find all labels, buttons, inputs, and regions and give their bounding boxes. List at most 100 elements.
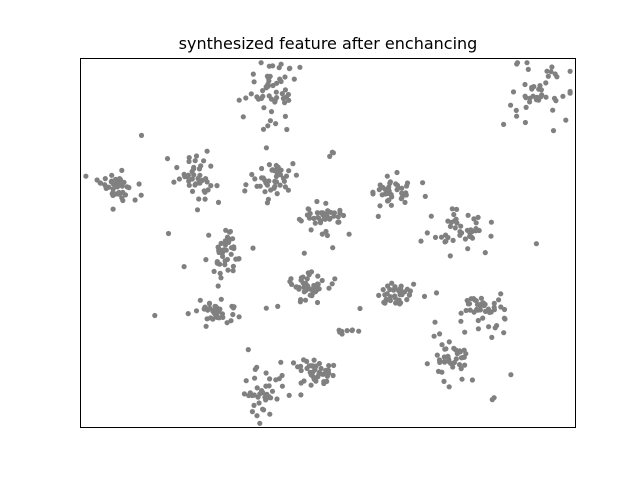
scatter-point bbox=[275, 303, 281, 309]
scatter-point bbox=[451, 359, 457, 366]
scatter-point bbox=[323, 200, 329, 206]
scatter-point bbox=[304, 365, 310, 371]
scatter-point bbox=[218, 275, 224, 281]
scatter-point bbox=[322, 216, 328, 222]
scatter-point bbox=[285, 187, 291, 193]
scatter-point bbox=[545, 73, 551, 79]
scatter-point bbox=[165, 230, 172, 237]
scatter-point bbox=[278, 61, 284, 67]
scatter-point bbox=[550, 128, 557, 134]
scatter-point bbox=[460, 354, 466, 361]
scatter-point bbox=[498, 291, 504, 297]
scatter-point bbox=[290, 161, 296, 167]
scatter-point bbox=[539, 92, 545, 98]
scatter-point bbox=[252, 366, 258, 372]
scatter-point bbox=[94, 177, 100, 183]
scatter-point bbox=[454, 206, 460, 212]
scatter-point bbox=[223, 247, 229, 253]
scatter-point bbox=[324, 232, 330, 239]
scatter-point bbox=[122, 192, 129, 198]
scatter-point bbox=[192, 182, 198, 188]
scatter-point bbox=[243, 182, 249, 188]
scatter-point bbox=[563, 117, 569, 123]
scatter-point bbox=[267, 118, 273, 124]
scatter-point bbox=[456, 362, 463, 368]
scatter-point bbox=[543, 94, 549, 100]
scatter-point bbox=[482, 301, 488, 307]
scatter-point bbox=[404, 286, 410, 292]
scatter-point bbox=[257, 183, 263, 189]
scatter-point bbox=[248, 91, 254, 97]
scatter-point bbox=[119, 167, 125, 173]
scatter-point bbox=[208, 183, 214, 189]
scatter-point bbox=[132, 197, 138, 203]
scatter-point bbox=[452, 225, 458, 231]
scatter-point bbox=[191, 164, 197, 170]
scatter-point bbox=[549, 64, 555, 70]
scatter-point bbox=[465, 246, 471, 252]
scatter-point bbox=[260, 175, 266, 181]
chart-title: synthesized feature after enchancing bbox=[179, 34, 478, 53]
scatter-point bbox=[263, 370, 269, 376]
scatter-point bbox=[273, 121, 279, 127]
scatter-point bbox=[438, 234, 445, 240]
scatter-point bbox=[486, 324, 492, 330]
scatter-point bbox=[266, 178, 272, 184]
scatter-point bbox=[261, 105, 267, 111]
scatter-point bbox=[277, 76, 283, 82]
scatter-point bbox=[273, 89, 279, 95]
scatter-point bbox=[454, 351, 460, 357]
scatter-point bbox=[230, 263, 236, 269]
scatter-point bbox=[319, 231, 325, 237]
scatter-point bbox=[476, 227, 482, 234]
scatter-point bbox=[411, 281, 417, 287]
scatter-point bbox=[330, 372, 336, 379]
scatter-point bbox=[314, 299, 321, 306]
scatter-point bbox=[254, 94, 260, 100]
scatter-point bbox=[382, 292, 388, 298]
scatter-point bbox=[214, 259, 220, 265]
scatter-point bbox=[401, 191, 407, 197]
scatter-point bbox=[398, 196, 404, 202]
scatter-point bbox=[551, 95, 558, 101]
scatter-point bbox=[496, 297, 502, 303]
scatter-point bbox=[186, 182, 192, 188]
scatter-point bbox=[278, 359, 284, 365]
scatter-point bbox=[335, 219, 341, 225]
scatter-point bbox=[204, 179, 210, 185]
scatter-point bbox=[376, 292, 382, 298]
scatter-point bbox=[258, 95, 265, 101]
scatter-point bbox=[321, 380, 327, 387]
scatter-point bbox=[387, 180, 393, 186]
scatter-point bbox=[318, 365, 324, 372]
scatter-point bbox=[433, 290, 440, 296]
scatter-point bbox=[106, 184, 112, 190]
scatter-point bbox=[397, 286, 403, 292]
scatter-point bbox=[428, 213, 434, 219]
scatter-point bbox=[265, 75, 271, 81]
scatter-point bbox=[224, 320, 230, 326]
scatter-point bbox=[439, 369, 445, 375]
scatter-point bbox=[251, 402, 257, 408]
scatter-point bbox=[117, 176, 123, 182]
scatter-point bbox=[254, 413, 260, 419]
scatter-point bbox=[191, 172, 197, 178]
scatter-point bbox=[474, 301, 481, 308]
scatter-point bbox=[243, 378, 249, 384]
scatter-point bbox=[534, 94, 540, 100]
scatter-point bbox=[260, 126, 267, 132]
scatter-point bbox=[304, 276, 310, 282]
scatter-point bbox=[286, 168, 292, 174]
scatter-point bbox=[176, 176, 182, 182]
scatter-point bbox=[458, 223, 464, 229]
scatter-point bbox=[197, 172, 203, 178]
scatter-point bbox=[467, 307, 473, 313]
scatter-point bbox=[344, 328, 350, 334]
scatter-point bbox=[240, 114, 246, 120]
scatter-point bbox=[329, 149, 335, 155]
scatter-point bbox=[298, 297, 304, 303]
scatter-point bbox=[286, 392, 292, 398]
scatter-point bbox=[208, 163, 214, 169]
scatter-point bbox=[124, 184, 130, 190]
scatter-point bbox=[215, 283, 221, 289]
